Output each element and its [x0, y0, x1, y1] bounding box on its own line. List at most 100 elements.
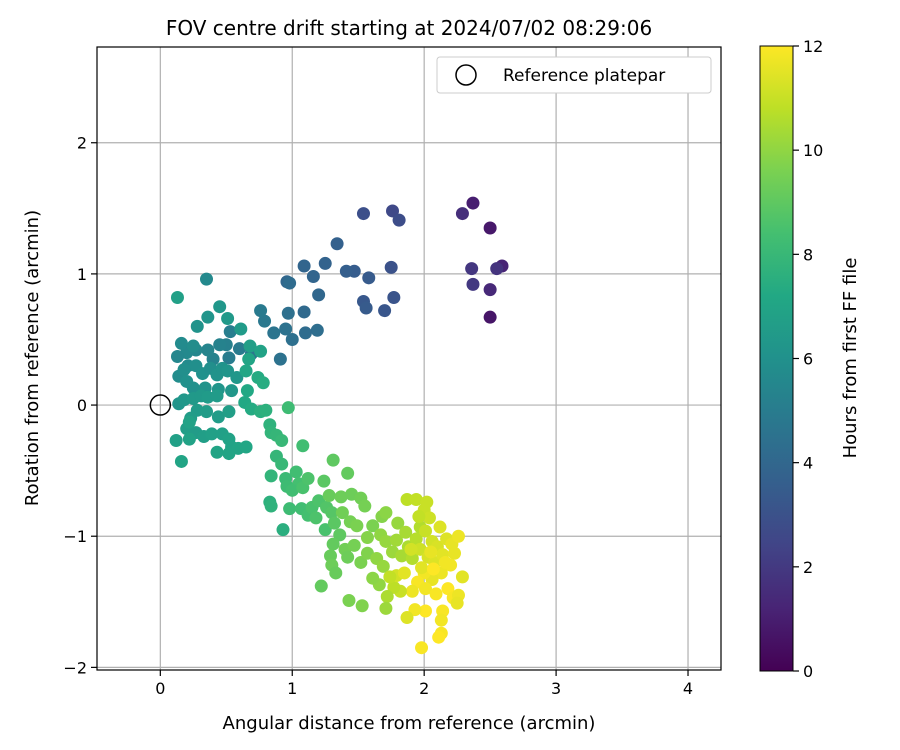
- data-point: [355, 599, 369, 613]
- data-point: [366, 571, 380, 585]
- data-point: [240, 384, 254, 398]
- data-point: [239, 440, 253, 454]
- data-point: [360, 531, 374, 545]
- data-point: [400, 611, 414, 625]
- data-point: [405, 584, 419, 598]
- data-point: [432, 630, 446, 644]
- data-point: [199, 272, 213, 286]
- data-point: [211, 410, 225, 424]
- data-point: [309, 511, 323, 525]
- data-point: [434, 613, 448, 627]
- data-point: [174, 454, 188, 468]
- data-point: [392, 213, 406, 227]
- data-point: [383, 570, 397, 584]
- colorbar-tick-label: 6: [803, 350, 813, 369]
- chart-title: FOV centre drift starting at 2024/07/02 …: [166, 16, 652, 40]
- data-point: [201, 343, 215, 357]
- data-point: [273, 352, 287, 366]
- data-point: [306, 270, 320, 284]
- data-point: [243, 339, 257, 353]
- data-point: [451, 529, 465, 543]
- data-point: [418, 524, 432, 538]
- data-point: [420, 495, 434, 509]
- data-point: [180, 374, 194, 388]
- data-point: [335, 506, 349, 520]
- data-point: [310, 323, 324, 337]
- data-point: [339, 264, 353, 278]
- data-point: [170, 291, 184, 305]
- data-point: [222, 351, 236, 365]
- data-point: [400, 492, 414, 506]
- data-point: [326, 453, 340, 467]
- data-point: [412, 510, 426, 524]
- data-point: [322, 489, 336, 503]
- data-point: [433, 520, 447, 534]
- data-point: [283, 502, 297, 516]
- data-point: [358, 499, 372, 513]
- x-tick-label: 3: [551, 679, 561, 698]
- data-point: [329, 566, 343, 580]
- colorbar-tick-label: 4: [803, 454, 813, 473]
- data-point: [210, 389, 224, 403]
- data-point: [465, 262, 479, 276]
- data-point: [379, 506, 393, 520]
- data-point: [327, 516, 341, 530]
- colorbar-tick-label: 2: [803, 558, 813, 577]
- x-tick-label: 4: [683, 679, 693, 698]
- data-point: [387, 291, 401, 305]
- data-point: [426, 562, 440, 576]
- data-point: [386, 204, 400, 218]
- data-point: [213, 300, 227, 314]
- data-point: [415, 561, 429, 575]
- data-point: [356, 207, 370, 221]
- y-tick-label: 2: [77, 134, 87, 153]
- data-point: [279, 322, 293, 336]
- colorbar-tick-label: 12: [803, 37, 823, 56]
- data-point: [483, 310, 497, 324]
- data-point: [267, 326, 281, 340]
- data-point: [276, 523, 290, 537]
- data-point: [318, 256, 332, 270]
- y-axis-ticks: −2 −1 0 1 2: [63, 134, 97, 677]
- legend-box: [436, 56, 712, 94]
- colorbar: 0 2 4 6 8 10 12 Hours from first FF file: [759, 37, 861, 681]
- data-point: [483, 283, 497, 297]
- data-point: [395, 549, 409, 563]
- data-point: [325, 506, 339, 520]
- colorbar-tick-label: 10: [803, 141, 823, 160]
- data-point: [429, 587, 443, 601]
- data-point: [254, 344, 268, 358]
- data-point: [422, 511, 436, 525]
- legend: Reference platepar: [436, 56, 712, 94]
- data-point: [455, 570, 469, 584]
- data-point: [389, 533, 403, 547]
- data-point: [281, 306, 295, 320]
- x-tick-label: 2: [419, 679, 429, 698]
- data-point: [379, 601, 393, 615]
- data-point: [199, 405, 213, 419]
- data-point: [258, 314, 272, 328]
- data-point: [169, 433, 183, 447]
- data-point: [210, 445, 224, 459]
- x-tick-label: 1: [287, 679, 297, 698]
- x-axis-label: Angular distance from reference (arcmin): [223, 713, 596, 734]
- data-point: [318, 523, 332, 537]
- data-point: [391, 516, 405, 530]
- data-point: [413, 542, 427, 556]
- legend-entry-reference-platepar: Reference platepar: [503, 66, 665, 86]
- data-point: [225, 384, 239, 398]
- data-point: [333, 528, 347, 542]
- data-point: [232, 342, 246, 356]
- data-point: [230, 371, 244, 385]
- x-tick-label: 0: [155, 679, 165, 698]
- data-point: [418, 604, 432, 618]
- data-point: [376, 559, 390, 573]
- grid-lines: [97, 47, 721, 670]
- data-point: [298, 326, 312, 340]
- data-point: [380, 590, 394, 604]
- colorbar-ticks: 0 2 4 6 8 10 12: [793, 37, 823, 681]
- y-tick-label: −2: [63, 658, 87, 677]
- data-point: [264, 469, 278, 483]
- data-point: [301, 472, 315, 486]
